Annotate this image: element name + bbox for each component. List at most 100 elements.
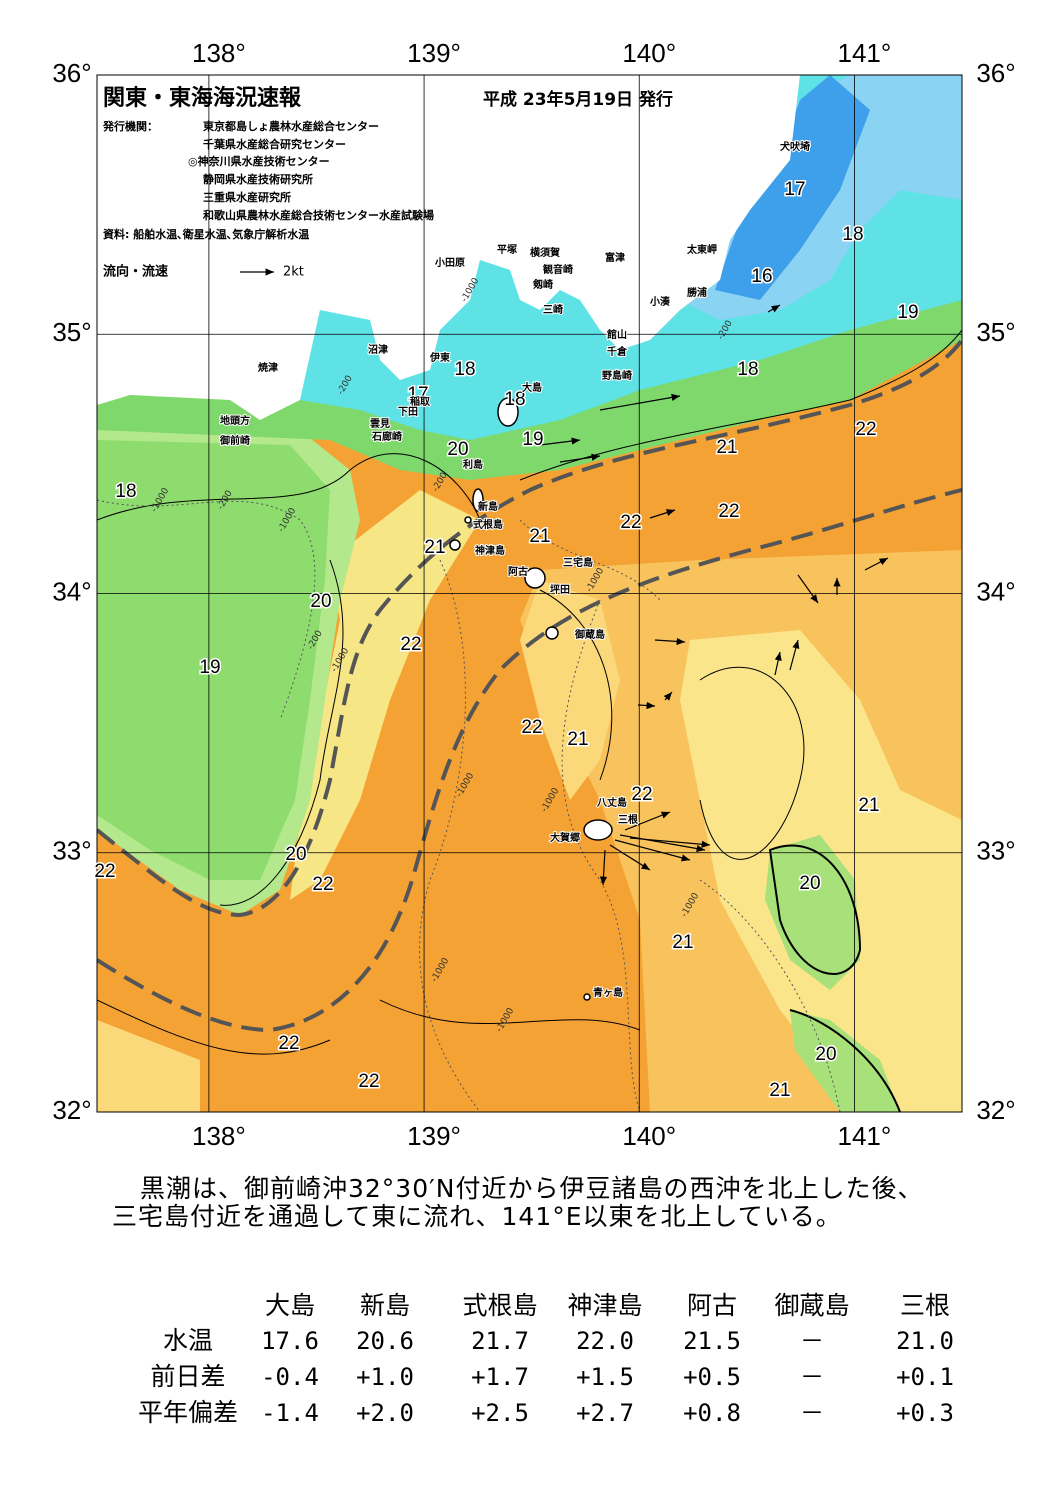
kuroshio-axis [97,338,962,1033]
place-name: 館山 [606,328,627,341]
temperature-label: 21 [716,437,737,458]
lat-label: 33° [976,836,1015,866]
place-name: 神津島 [475,544,505,557]
issuer: 静岡県水産技術研究所 [203,172,313,186]
islands [449,397,613,1001]
lon-label: 139° [407,1121,461,1151]
lat-label: 35° [52,317,91,347]
column-header: 三根 [900,1291,950,1320]
summary-line: 三宅島付近を通過して東に流れ、141°E以東を北上している。 [112,1202,842,1231]
summary-line: 黒潮は、御前崎沖32°30′N付近から伊豆諸島の西沖を北上した後、 [140,1174,924,1203]
lon-label: 140° [622,38,676,68]
issue-date: 平成 23年5月19日 発行 [483,89,673,110]
place-name: 横須賀 [530,246,560,259]
place-name: 御蔵島 [574,628,605,641]
place-name: 大島 [522,381,542,394]
temperature-label: 21 [672,932,693,953]
table-cell: 21.7 [471,1327,529,1355]
place-name: 剱崎 [532,278,553,291]
place-name: 新島 [478,500,498,513]
temperature-label: 18 [454,359,475,380]
temperature-label: 20 [447,439,468,460]
temperature-label: 17 [784,179,805,200]
source: 資料: 船舶水温､衛星水温､気象庁解析水温 [103,227,309,241]
temperature-label: 18 [842,224,863,245]
table-cell: 21.5 [683,1327,741,1355]
temperature-label: 22 [312,874,333,895]
table-cell: +0.8 [683,1399,741,1427]
temperature-label: 21 [529,526,550,547]
place-name: 太東岬 [686,243,717,256]
temperature-label: 18 [504,389,525,410]
place-name: 小湊 [649,295,671,308]
column-header: 阿古 [687,1291,737,1320]
place-name: 坪田 [550,583,570,596]
issuer: 三重県水産研究所 [203,190,291,204]
place-name: 下田 [398,406,418,418]
place-name: 沼津 [368,343,388,356]
place-name: 阿古 [508,565,528,578]
temperature-label: 22 [718,501,739,522]
table-cell: － [800,1327,824,1355]
table-cell: +2.7 [576,1399,634,1427]
temperature-label: 22 [358,1071,379,1092]
temperature-label: 17 [407,384,428,405]
table-cell: +0.3 [896,1399,954,1427]
place-name: 観音崎 [543,263,573,276]
temperature-label: 18 [737,359,758,380]
temperature-label: 16 [751,266,772,287]
temperature-label: 19 [897,302,918,323]
table-cell: 21.0 [896,1327,954,1355]
isobaths [97,499,841,1112]
temperature-label: 18 [115,481,136,502]
table-cell: -1.4 [261,1399,319,1427]
place-name: 石廊崎 [371,430,402,443]
table-cell: 17.6 [261,1327,319,1355]
issuer: ◎神奈川県水産技術センター [188,154,330,168]
water-zone [97,440,330,880]
place-name: 青ヶ島 [593,986,623,999]
table-cell: -0.4 [261,1363,319,1391]
place-name: 雲見 [370,418,390,430]
graticule [97,74,962,1113]
legend-scale: 2kt [283,265,304,280]
place-name: 三根 [618,813,638,826]
place-name: 犬吠埼 [780,140,810,153]
temperature-label: 22 [400,634,421,655]
cold-water [715,75,870,300]
column-header: 式根島 [462,1291,537,1320]
place-name: 稲取 [410,395,431,408]
lon-label: 138° [192,38,246,68]
column-header: 神津島 [567,1291,642,1320]
temperature-label: 22 [278,1033,299,1054]
place-name: 御前崎 [219,434,250,447]
issuer: 千葉県水産総合研究センター [203,137,346,151]
issuer: 和歌山県農林水産総合技術センター水産試験場 [203,208,434,222]
land [97,75,800,420]
lon-label: 139° [407,38,461,68]
column-header: 御蔵島 [774,1291,849,1320]
place-name: 大賀郷 [550,831,580,844]
title: 関東・東海海況速報 [103,85,302,111]
temperature-label: 21 [769,1080,790,1101]
lat-label: 32° [52,1095,91,1125]
place-name: 式根島 [473,518,503,531]
water-zone [790,1010,900,1112]
place-name: 平塚 [497,243,517,256]
lat-label: 35° [976,317,1015,347]
place-name: 焼津 [258,361,278,374]
temperature-label: 21 [424,537,445,558]
current-arrows [240,268,889,886]
lat-label: 32° [976,1095,1015,1125]
table-cell: － [800,1363,824,1391]
table-cell: +1.0 [356,1363,414,1391]
map-area [97,75,962,1112]
lat-label: 36° [976,58,1015,88]
temperature-label: 20 [285,844,306,865]
place-name: 千倉 [607,345,628,358]
temperature-label: 19 [522,429,543,450]
place-name: 富津 [605,251,625,264]
table-cell: 20.6 [356,1327,414,1355]
table-cell: 22.0 [576,1327,634,1355]
